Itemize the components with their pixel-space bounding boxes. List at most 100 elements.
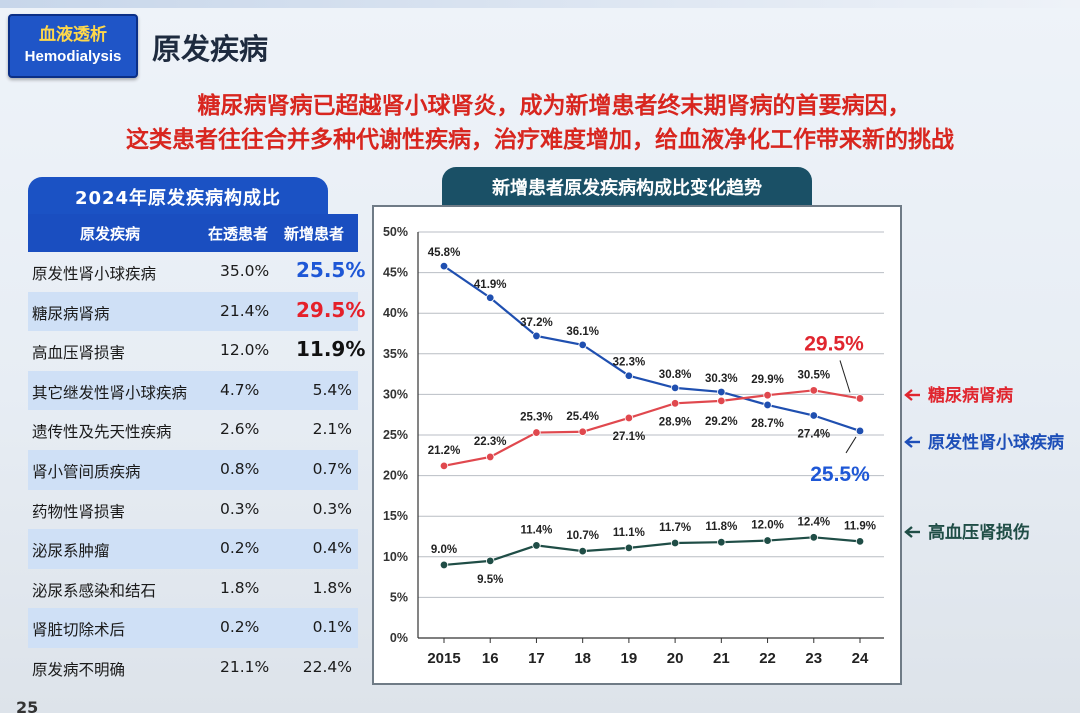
table-row: 原发性肾小球疾病 35.0% 25.5% [28,252,365,292]
headline-line-2: 这类患者往往合并多种代谢性疾病，治疗难度增加，给血液净化工作带来新的挑战 [126,127,954,153]
x-tick-label: 19 [621,650,638,667]
row-dialysis-value: 12.0% [220,341,270,360]
row-disease-name: 肾脏切除术后 [32,621,126,640]
row-new-value: 2.1% [312,420,352,439]
slide-title: 原发疾病 [152,32,269,66]
hypertensive-data-label: 11.7% [659,522,691,534]
x-tick-label: 21 [713,650,730,667]
row-new-value: 0.4% [312,539,352,558]
hypertensive-data-label: 12.4% [797,516,830,528]
table-title: 2024年原发疾病构成比 [28,177,328,217]
table-row: 肾小管间质疾病 0.8% 0.7% [28,449,358,490]
data-point [670,383,680,393]
x-tick-label: 16 [482,650,499,667]
callout-leader [839,360,851,393]
data-point [532,331,541,341]
data-point [439,560,449,570]
header-disease: 原发疾病 [80,225,141,243]
glomerular-data-label: 45.8% [428,247,461,259]
data-point [578,427,587,436]
data-point [439,261,449,271]
diabetic-data-label: 25.4% [566,411,599,423]
table-row: 泌尿系感染和结石 1.8% 1.8% [28,569,358,609]
data-point [809,533,818,542]
data-point [486,293,495,302]
table-row: 肾脏切除术后 0.2% 0.1% [28,608,358,648]
hypertensive-data-label: 11.8% [705,521,737,533]
table-row: 原发病不明确 21.1% 22.4% [28,648,358,688]
header-dialysis: 在透患者 [208,225,269,243]
y-tick-label: 15% [383,509,408,523]
y-tick-label: 0% [390,631,408,645]
hypertensive-data-label: 11.4% [520,524,552,536]
hypertensive-data-label: 11.9% [844,520,876,532]
legend-arrow-head [904,436,913,448]
data-point [532,541,541,550]
hypertensive-data-label: 9.5% [477,574,503,586]
diabetic-data-label: 25.3% [520,412,553,424]
row-new-value: 0.3% [312,499,352,518]
data-point [532,428,541,437]
slide-number: 25 [16,698,39,713]
legend-label: 原发性肾小球疾病 [928,432,1064,453]
data-point [670,538,680,548]
row-disease-name: 糖尿病肾病 [32,304,110,323]
x-tick-label: 18 [574,650,591,667]
data-point [809,411,818,420]
data-point [763,391,772,400]
row-disease-name: 其它继发性肾小球疾病 [32,383,188,402]
y-tick-label: 40% [383,306,408,320]
glomerular-data-label: 32.3% [613,357,646,369]
glomerular-data-label: 37.2% [520,317,553,329]
row-new-value: 1.8% [312,578,352,597]
y-tick-label: 5% [390,590,408,604]
series-line [443,265,861,432]
diabetic-data-label: 29.9% [751,374,784,386]
row-disease-name: 泌尿系感染和结石 [32,581,157,600]
row-disease-name: 肾小管间质疾病 [32,462,141,481]
data-point [578,340,587,350]
row-new-value: 0.1% [312,618,352,637]
table-row: 高血压肾损害 12.0% 11.9% [28,331,365,371]
y-tick-label: 30% [383,387,408,401]
hypertensive-data-label: 12.0% [751,520,784,532]
row-disease-name: 泌尿系肿瘤 [32,542,110,561]
table-row: 药物性肾损害 0.3% 0.3% [28,490,358,530]
disease-table-body: 原发性肾小球疾病 35.0% 25.5% 糖尿病肾病 21.4% 29.5% 高血压肾损害 1… [28,252,365,688]
diabetic-final-callout: 29.5% [804,332,864,355]
diabetic-data-label: 30.5% [797,369,830,381]
headline-line-1: 糖尿病肾病已超越肾小球肾炎，成为新增患者终末期肾病的首要病因， [197,93,911,119]
section-badge-cn: 血液透析 [39,25,107,45]
row-dialysis-value: 35.0% [220,262,270,280]
data-point [486,452,495,462]
y-tick-label: 45% [383,266,408,280]
header-new: 新增患者 [284,225,345,243]
diabetic-data-label: 27.1% [613,431,646,443]
glomerular-final-callout: 25.5% [810,463,870,486]
row-disease-name: 高血压肾损害 [32,344,126,363]
data-point [578,546,587,556]
data-point [763,400,772,410]
table-header: 原发疾病 在透患者 新增患者 [28,214,358,252]
x-tick-label: 22 [759,650,776,667]
glomerular-data-label: 28.7% [751,418,784,430]
row-new-value: 0.7% [312,459,352,478]
row-dialysis-value: 0.2% [220,539,260,558]
row-dialysis-value: 2.6% [220,420,260,439]
row-dialysis-value: 21.1% [220,657,270,676]
data-point [717,387,726,397]
y-tick-label: 35% [383,347,408,361]
data-point [624,413,634,423]
chart-panel [372,205,902,685]
row-disease-name: 原发病不明确 [32,660,126,679]
row-dialysis-value: 21.4% [220,301,270,320]
glomerular-data-label: 41.9% [474,279,507,291]
y-tick-label: 20% [383,469,408,483]
legend-label: 糖尿病肾病 [928,385,1013,406]
data-point [809,386,818,395]
row-dialysis-value: 1.8% [220,578,260,597]
legend-arrow-head [904,389,913,401]
y-tick-label: 50% [383,225,408,239]
data-point [855,537,865,546]
top-decoration-bar [0,0,1080,8]
